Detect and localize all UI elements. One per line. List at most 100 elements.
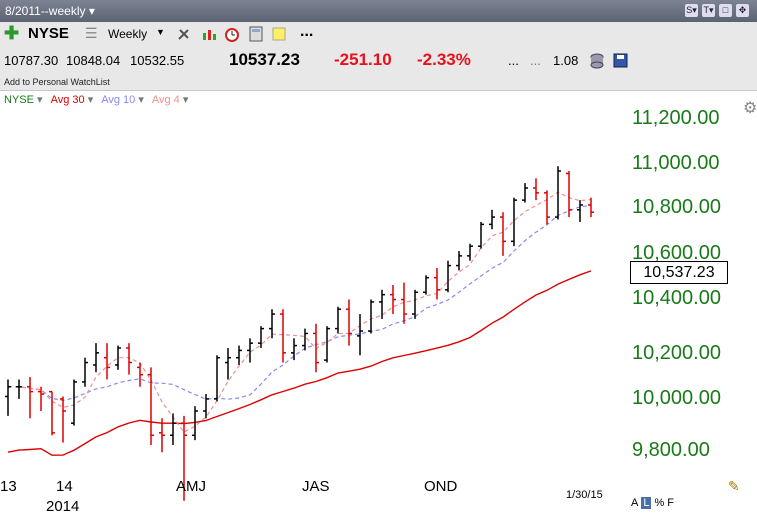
x-tick-label: AMJ — [176, 478, 206, 495]
ohlc-bar — [137, 362, 143, 387]
ohlc-bar — [346, 299, 352, 346]
title-dropdown-icon[interactable]: ▾ — [88, 4, 95, 18]
change-value: -251.10 — [334, 50, 392, 69]
legend-nyse[interactable]: NYSE ▾ — [4, 93, 43, 106]
y-tick-label: 11,000.00 — [632, 152, 720, 174]
ohlc-bar — [192, 406, 198, 441]
x-tick-label: 14 — [56, 478, 73, 495]
studies-icon[interactable] — [201, 26, 217, 42]
legend-avg10-caret: ▾ — [138, 94, 144, 106]
avg30-line — [7, 270, 592, 456]
pencil-icon[interactable]: ✎ — [728, 478, 740, 494]
legend-avg30-label: Avg 30 — [50, 94, 85, 106]
x-tick-label: 2014 — [46, 498, 80, 515]
mode-percent[interactable]: % — [654, 497, 665, 509]
legend-nyse-label: NYSE — [4, 94, 34, 106]
layers-icon[interactable] — [590, 53, 604, 74]
ohlc-bar — [500, 212, 506, 256]
high-value: 10848.04 — [66, 53, 121, 68]
ohlc-bar — [478, 221, 484, 249]
legend-avg4[interactable]: Avg 4 ▾ — [152, 93, 189, 106]
list-icon[interactable]: ☰ — [85, 25, 98, 41]
ohlc-bar — [434, 268, 440, 300]
maximize-icon[interactable]: □ — [719, 4, 732, 17]
end-date: 1/30/15 — [566, 489, 603, 501]
x-tick-label: 13 — [0, 478, 17, 495]
calculator-icon[interactable] — [248, 26, 264, 42]
ohlc-bar — [390, 284, 396, 315]
ohlc-bar — [115, 345, 121, 370]
ohlc-bar — [104, 343, 110, 380]
ohlc-bar — [16, 379, 22, 399]
ohlc-bar — [577, 200, 583, 222]
y-tick-label: 10,200.00 — [632, 342, 721, 364]
tools-icon[interactable] — [176, 26, 192, 42]
legend-avg4-label: Avg 4 — [151, 94, 180, 106]
y-tick-label: 10,800.00 — [632, 196, 721, 218]
ohlc-bar — [159, 418, 165, 453]
ohlc-bar — [126, 343, 132, 375]
price-chart[interactable] — [0, 108, 625, 508]
avg4-line — [8, 191, 592, 433]
ohlc-bar — [511, 197, 517, 247]
mode-f[interactable]: F — [667, 497, 674, 509]
ohlc-bar — [423, 275, 429, 295]
add-symbol-icon[interactable]: ✚ — [4, 23, 20, 43]
last-price-marker: 10,537.23 — [630, 261, 728, 284]
ohlc-bar — [313, 323, 319, 373]
ohlc-bar — [544, 190, 550, 225]
move-icon[interactable]: ✥ — [736, 4, 749, 17]
legend-nyse-caret: ▾ — [37, 94, 43, 106]
ohlc-bar — [335, 306, 341, 334]
mode-a[interactable]: A — [631, 497, 639, 509]
ohlc-bar — [269, 309, 275, 339]
save-icon[interactable] — [613, 53, 628, 73]
ohlc-bar — [291, 338, 297, 361]
note-icon[interactable] — [271, 26, 287, 42]
ohlc-bar — [71, 379, 77, 426]
legend-avg10[interactable]: Avg 10 ▾ — [101, 93, 144, 106]
legend-avg30[interactable]: Avg 30 ▾ — [51, 93, 94, 106]
chart-title[interactable]: 8/2011--weekly ▾ — [5, 4, 95, 18]
ohlc-bar — [412, 289, 418, 319]
title-bar: 8/2011--weekly ▾ S▾ T▾ □ ✥ — [0, 0, 757, 22]
settings-gear-icon[interactable]: ⚙ — [743, 100, 757, 117]
t-menu-icon[interactable]: T▾ — [702, 4, 715, 17]
ohlc-bar — [302, 328, 308, 351]
s-menu-icon[interactable]: S▾ — [685, 4, 698, 17]
ohlc-bar — [93, 343, 99, 373]
ratio-value: 1.08 — [553, 53, 579, 68]
ohlc-bar — [27, 377, 33, 419]
chart-title-text: 8/2011--weekly — [5, 4, 86, 18]
avg10-line — [8, 204, 592, 402]
mode-l[interactable]: L — [641, 497, 652, 509]
y-tick-label: 10,000.00 — [632, 387, 721, 409]
watchlist-link[interactable]: Add to Personal WatchList — [4, 77, 110, 87]
ohlc-bar — [236, 345, 242, 365]
alarm-clock-icon[interactable] — [224, 26, 240, 42]
ohlc-bar — [225, 348, 231, 380]
y-tick-label: 10,600.00 — [632, 242, 721, 264]
ohlc-bar — [280, 309, 286, 363]
low-value: 10532.55 — [130, 53, 185, 68]
period-dropdown-icon[interactable]: ▼ — [156, 27, 165, 37]
open-value: 10787.30 — [4, 53, 59, 68]
ohlc-bar — [566, 171, 572, 218]
ohlc-bar — [203, 394, 209, 419]
chart-legend: NYSE ▾ Avg 30 ▾ Avg 10 ▾ Avg 4 ▾ — [4, 93, 188, 106]
symbol-label[interactable]: NYSE — [28, 25, 69, 42]
last-price: 10537.23 — [229, 50, 300, 69]
ohlc-bar — [555, 166, 561, 220]
y-tick-label: 10,400.00 — [632, 287, 721, 309]
legend-avg10-label: Avg 10 — [101, 94, 136, 106]
legend-avg4-caret: ▾ — [182, 94, 189, 106]
ohlc-bar — [379, 289, 385, 319]
quote-bar: 10787.30 10848.04 10532.55 10537.23 -251… — [0, 46, 757, 117]
ohlc-bar — [324, 326, 330, 363]
period-select[interactable]: Weekly — [108, 27, 148, 41]
scale-modes: A L % F — [631, 497, 674, 509]
ohlc-bar — [148, 367, 154, 445]
ohlc-bar — [82, 357, 88, 387]
ohlc-bar — [522, 183, 528, 203]
more-button[interactable]: ... — [300, 23, 314, 40]
